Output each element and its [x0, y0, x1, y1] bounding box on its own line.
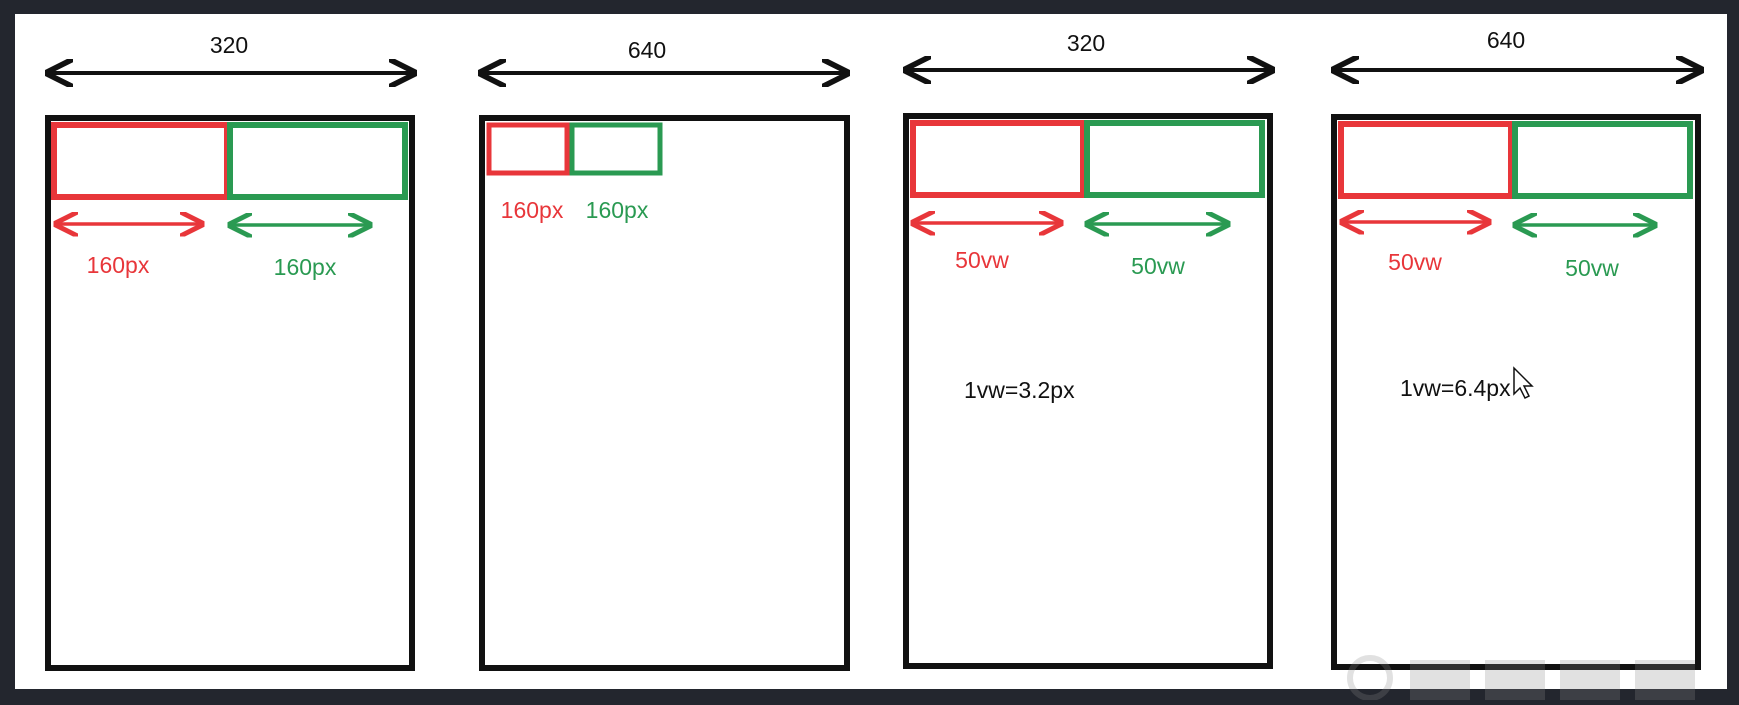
- panel-3: [903, 70, 1273, 669]
- panel-2-width-label: 640: [627, 37, 667, 63]
- panel-3-note: 1vw=3.2px: [964, 377, 1075, 403]
- panel-2: [479, 73, 850, 671]
- green-box: [569, 122, 663, 176]
- panel-4-green-label: 50vw: [1565, 255, 1619, 281]
- panel-1-width-label: 320: [209, 32, 249, 58]
- panel-2-green-label: 160px: [585, 197, 649, 223]
- red-box: [486, 122, 570, 176]
- panel-1: [45, 73, 415, 671]
- device-frame: [1331, 114, 1701, 670]
- green-box: [227, 122, 408, 200]
- device-frame: [45, 115, 415, 671]
- panel-1-green-label: 160px: [273, 254, 337, 280]
- red-box: [1338, 121, 1514, 199]
- green-box: [1512, 121, 1693, 199]
- panel-4-note: 1vw=6.4px: [1400, 375, 1511, 401]
- panel-3-red-label: 50vw: [955, 247, 1009, 273]
- panel-4: [1331, 70, 1701, 670]
- panel-1-red-label: 160px: [86, 252, 150, 278]
- panel-4-red-label: 50vw: [1388, 249, 1442, 275]
- panel-3-width-label: 320: [1066, 30, 1106, 56]
- red-box: [51, 122, 230, 200]
- device-frame: [479, 115, 850, 671]
- watermark-logo-icon: [1347, 655, 1695, 700]
- device-frame: [903, 113, 1273, 669]
- cursor-icon: [1513, 366, 1534, 400]
- red-box: [910, 120, 1086, 198]
- green-box: [1084, 120, 1265, 198]
- panel-3-green-label: 50vw: [1131, 253, 1185, 279]
- panel-2-red-label: 160px: [500, 197, 564, 223]
- panel-4-width-label: 640: [1486, 27, 1526, 53]
